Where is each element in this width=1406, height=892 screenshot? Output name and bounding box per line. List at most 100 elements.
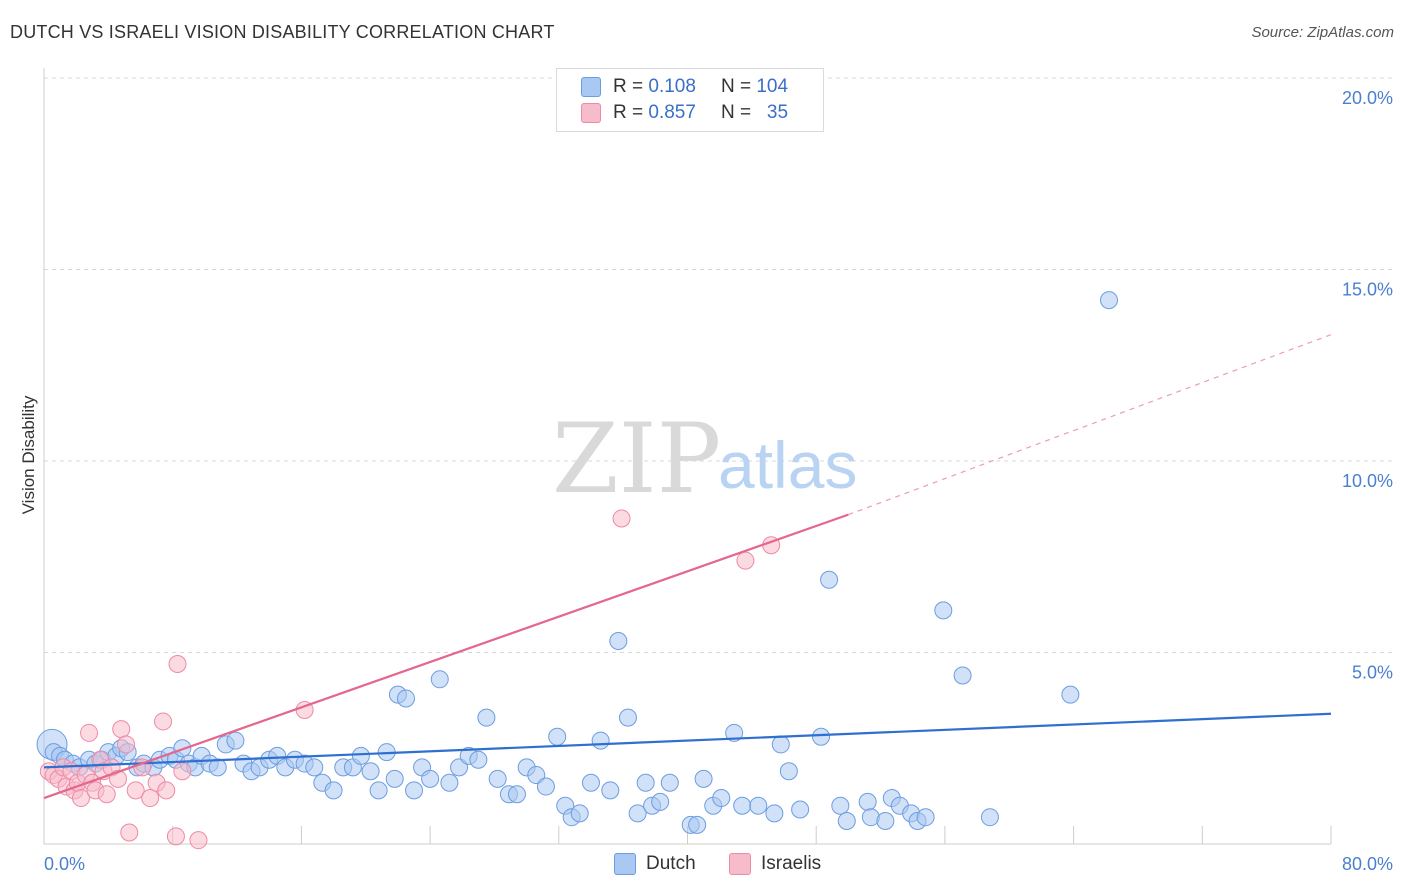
legend-n-label: N = — [720, 76, 752, 97]
legend-r-value: 0.108 — [648, 76, 696, 97]
dutch-point — [305, 758, 324, 777]
dutch-point — [876, 812, 895, 831]
israelis-point — [736, 551, 755, 570]
dutch-point — [536, 777, 555, 796]
dutch-point — [858, 792, 877, 811]
dutch-point — [837, 812, 856, 831]
dutch-point — [507, 785, 526, 804]
dutch-point — [636, 773, 655, 792]
dutch-point — [527, 766, 546, 785]
dutch-point — [618, 708, 637, 727]
legend-row-dutch: R = 0.108 N = 104 — [581, 74, 788, 100]
dutch-point — [980, 808, 999, 827]
dutch-point — [601, 781, 620, 800]
dutch-point — [1099, 291, 1118, 310]
dutch-point — [660, 773, 679, 792]
watermark-zip: ZIP — [552, 403, 721, 515]
legend-swatch-israelis — [581, 103, 601, 123]
dutch-point — [396, 689, 415, 708]
dutch-point — [581, 773, 600, 792]
dutch-point — [488, 769, 507, 788]
dutch-point — [820, 570, 839, 589]
tick-labels: 5.0% 10.0% 15.0% 20.0% 0.0% 80.0% — [44, 88, 1393, 874]
israelis-point — [97, 785, 116, 804]
trend-lines — [43, 334, 1332, 800]
israelis-point — [120, 823, 139, 842]
x-tick-label: 0.0% — [44, 854, 85, 874]
dutch-point — [421, 769, 440, 788]
israelis-point — [168, 654, 187, 673]
dutch-point — [440, 773, 459, 792]
legend-swatch-dutch — [581, 77, 601, 97]
israelis-point — [126, 781, 145, 800]
legend-r-label: R = — [613, 102, 644, 123]
dutch-point — [477, 708, 496, 727]
dutch-point — [570, 804, 589, 823]
dutch-point — [771, 735, 790, 754]
bottom-legend-israelis: Israelis — [729, 852, 821, 876]
legend-row-israelis: R = 0.857 N = 35 — [581, 100, 788, 126]
israelis-point — [189, 831, 208, 850]
israelis-point — [117, 735, 136, 754]
watermark-atlas: atlas — [718, 428, 857, 502]
israelis-point — [166, 827, 185, 846]
y-tick-label: 10.0% — [1342, 471, 1393, 491]
israelis-point — [112, 720, 131, 739]
israelis-point — [612, 509, 631, 528]
bottom-legend-dutch: Dutch — [614, 852, 696, 876]
dutch-point — [694, 769, 713, 788]
dutch-point — [791, 800, 810, 819]
dutch-point — [385, 769, 404, 788]
dutch-point — [609, 632, 628, 651]
dutch-point — [430, 670, 449, 689]
bottom-legend-label-dutch: Dutch — [646, 853, 696, 874]
y-tick-label: 20.0% — [1342, 88, 1393, 108]
dutch-point — [953, 666, 972, 685]
bottom-legend-swatch-israelis — [729, 853, 751, 875]
dutch-point — [688, 815, 707, 834]
israelis-trend-line — [43, 513, 849, 800]
israelis-point — [72, 789, 91, 808]
y-axis-label: Vision Disability — [19, 395, 38, 514]
legend-r-value: 0.857 — [648, 102, 696, 123]
dutch-point — [812, 727, 831, 746]
legend-n-value: 104 — [756, 76, 789, 97]
data-points — [36, 291, 1118, 850]
grid-lines — [44, 77, 1392, 653]
israelis-point — [141, 789, 160, 808]
source-label: Source: ZipAtlas.com — [1251, 24, 1394, 41]
dutch-point — [934, 601, 953, 620]
dutch-point — [1061, 685, 1080, 704]
dutch-point — [469, 750, 488, 769]
chart-title: DUTCH VS ISRAELI VISION DISABILITY CORRE… — [10, 22, 555, 42]
dutch-trend-line — [43, 712, 1332, 769]
israelis-point — [154, 712, 173, 731]
dutch-point — [361, 762, 380, 781]
dutch-point — [405, 781, 424, 800]
legend-n-label: N = — [720, 102, 752, 123]
israelis-point — [173, 762, 192, 781]
y-tick-label: 5.0% — [1352, 663, 1393, 683]
dutch-point — [765, 804, 784, 823]
dutch-point — [733, 796, 752, 815]
stats-legend: R = 0.108 N = 104 R = 0.857 N = 35 — [556, 68, 824, 132]
dutch-point — [450, 758, 469, 777]
legend-n-value: 35 — [766, 102, 789, 123]
dutch-point — [712, 789, 731, 808]
dutch-point — [548, 727, 567, 746]
dutch-point — [324, 781, 343, 800]
dutch-point — [591, 731, 610, 750]
dutch-point — [651, 792, 670, 811]
israelis-trend-extension — [848, 334, 1332, 516]
israelis-point — [109, 769, 128, 788]
dutch-point — [831, 796, 850, 815]
dutch-point — [628, 804, 647, 823]
dutch-point — [916, 808, 935, 827]
x-tick-label: 80.0% — [1342, 854, 1393, 874]
bottom-legend-label-israelis: Israelis — [761, 853, 822, 874]
y-tick-label: 15.0% — [1342, 280, 1393, 300]
dutch-point — [725, 723, 744, 742]
israelis-point — [157, 781, 176, 800]
bottom-legend-swatch-dutch — [614, 853, 636, 875]
